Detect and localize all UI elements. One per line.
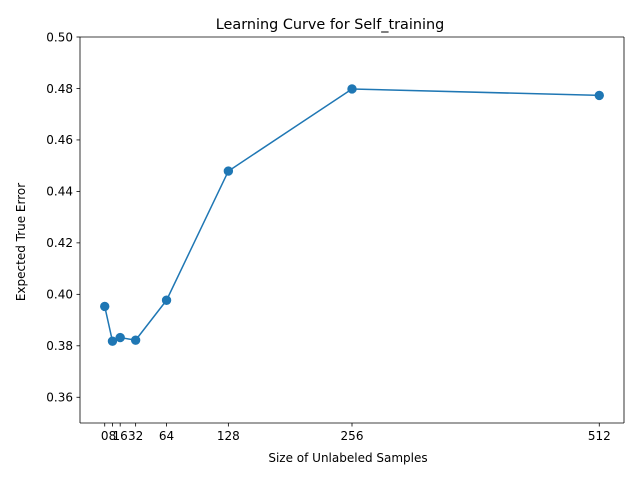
y-tick-label: 0.46: [46, 133, 73, 147]
plot-area: 0 816 32 64 128 256 512 0.36 0.38 0.40 0.42 0.44 0.4…: [46, 30, 625, 443]
y-tick-label: 0.50: [46, 30, 73, 44]
x-axis-label: Size of Unlabeled Samples: [268, 451, 427, 465]
data-point: [100, 301, 110, 312]
data-point: [594, 90, 604, 101]
x-tick-label: 8: [109, 429, 117, 443]
y-tick-label: 0.44: [46, 185, 73, 199]
chart-title: Learning Curve for Self_training: [216, 17, 444, 33]
data-point: [107, 336, 118, 346]
y-axis-label: Expected True Error: [14, 183, 28, 301]
y-tick-label: 0.38: [46, 339, 73, 353]
x-tick-label: 512: [588, 429, 611, 443]
x-tick-label: 16: [113, 429, 128, 443]
data-point: [223, 166, 234, 176]
x-tick-label: 128: [217, 429, 240, 443]
x-tick-label: 256: [341, 429, 364, 443]
data-point: [115, 332, 125, 343]
x-tick-label: 64: [159, 429, 174, 443]
y-tick-label: 0.48: [46, 82, 73, 96]
data-point: [161, 295, 172, 305]
y-tick-label: 0.40: [46, 288, 73, 302]
x-tick-label: 0: [101, 429, 109, 443]
data-point: [130, 335, 141, 345]
y-tick-label: 0.42: [46, 236, 73, 250]
y-tick-label: 0.36: [46, 391, 73, 405]
x-tick-label: 32: [128, 429, 143, 443]
data-point: [347, 84, 357, 94]
